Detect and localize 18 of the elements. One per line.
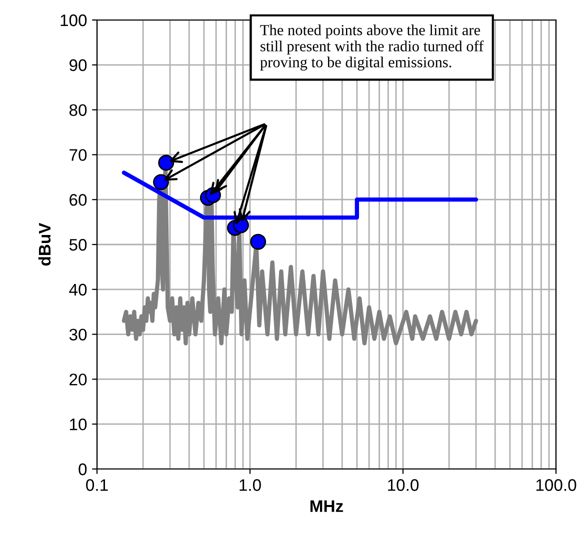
y-tick-label: 50 <box>69 238 87 251</box>
x-tick-label: 1.0 <box>240 479 261 491</box>
y-tick-label: 100 <box>60 14 87 26</box>
y-tick-label: 70 <box>70 149 87 161</box>
x-tick-label: 10.0 <box>388 479 419 491</box>
y-tick-label: 40 <box>69 284 87 296</box>
y-tick-label: 10 <box>70 418 87 430</box>
y-tick-label: 0 <box>78 463 87 476</box>
annotation: The noted points above the limit are still present with the radio turned off proving to be digital emissions. <box>260 24 484 71</box>
x-axis-title: MHz <box>310 500 344 512</box>
y-tick-label: 30 <box>69 328 87 341</box>
x-tick-label: 0.1 <box>86 479 108 491</box>
x-tick-label: 100.0 <box>536 479 576 491</box>
y-tick-label: 60 <box>70 194 87 206</box>
y-tick-label: 90 <box>70 59 87 72</box>
y-tick-label: 20 <box>70 374 87 386</box>
y-tick-label: 80 <box>69 104 87 116</box>
y-axis-title: dBuV <box>38 222 51 266</box>
